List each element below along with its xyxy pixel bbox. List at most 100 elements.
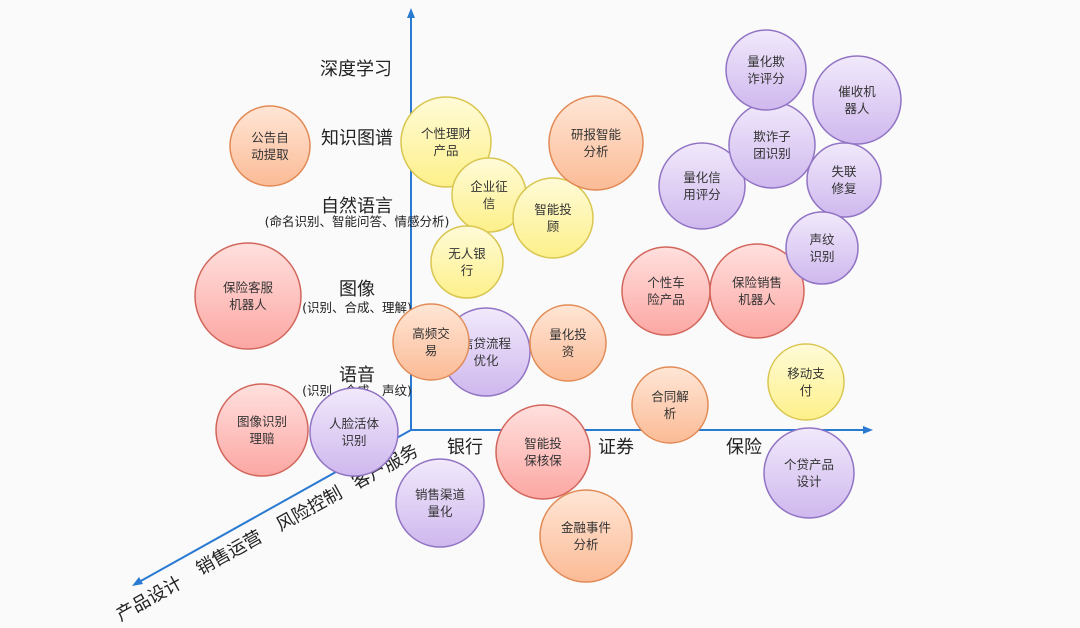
- bubble-label: 催收机: [838, 84, 876, 99]
- horizontal-axis-label: 保险: [726, 437, 762, 458]
- bubble-circle: [194, 242, 302, 350]
- diagonal-axis-arrow-icon: [132, 577, 143, 586]
- bubble-circle: [229, 105, 311, 187]
- bubble-label: 销售渠道: [415, 487, 466, 502]
- bubble-label: 信: [483, 196, 496, 211]
- bubble-circle: [395, 458, 485, 548]
- bubble-circle: [621, 246, 711, 336]
- bubble-label: 机器人: [738, 292, 776, 307]
- vertical-axis-arrow-icon: [407, 8, 415, 18]
- bubble-label: 个贷产品: [784, 457, 834, 472]
- bubble-label: 团识别: [753, 146, 791, 161]
- bubble-circle: [529, 304, 607, 382]
- bubble-circle: [658, 142, 746, 230]
- bubble-circle: [806, 142, 882, 218]
- bubble-label: 器人: [844, 101, 870, 116]
- bubble-label: 声纹: [809, 232, 835, 247]
- diagonal-axis-label: 风险控制: [273, 483, 346, 536]
- bubble-label: 研报智能: [571, 127, 622, 142]
- bubble-circle: [767, 343, 845, 421]
- horizontal-axis-label: 证券: [598, 437, 634, 458]
- bubble-label: 失联: [831, 164, 857, 179]
- bubble-label: 合同解: [651, 389, 689, 404]
- bubble-label: 险产品: [647, 292, 685, 307]
- bubble-circle: [548, 95, 644, 191]
- vertical-axis-label: 图像: [339, 279, 375, 300]
- bubble-label: 产品: [433, 143, 458, 158]
- bubble-circle: [539, 489, 633, 583]
- bubble-label: 识别: [809, 249, 834, 264]
- horizontal-axis-label: 银行: [447, 437, 483, 458]
- bubble-circle: [812, 55, 902, 145]
- bubble-label: 分析: [583, 144, 608, 159]
- bubble-label: 欺诈子: [753, 129, 791, 144]
- bubble-label: 分析: [573, 537, 598, 552]
- bubble-circle: [495, 404, 591, 500]
- bubble-label: 高频交: [412, 326, 450, 341]
- bubble-circle: [309, 387, 399, 477]
- vertical-axis-sublabel: (识别、合成、理解): [302, 300, 412, 315]
- bubble-label: 修复: [831, 181, 857, 196]
- bubble-label: 人脸活体: [329, 416, 380, 431]
- bubble-label: 量化: [427, 504, 453, 519]
- bubble-label: 易: [425, 343, 438, 358]
- vertical-axis-label: 深度学习: [320, 59, 392, 80]
- bubble-label: 理赔: [249, 431, 274, 446]
- bubble-label: 动提取: [251, 147, 289, 162]
- vertical-axis-label: 自然语言: [321, 196, 393, 217]
- bubble-circle: [728, 101, 816, 189]
- bubble-label: 资: [562, 344, 575, 359]
- bubble-label: 设计: [796, 474, 821, 489]
- bubble-circle: [512, 177, 594, 259]
- bubble-label: 智能投: [524, 436, 562, 451]
- vertical-axis-label: 知识图谱: [321, 128, 393, 149]
- bubble-label: 信贷流程: [461, 336, 512, 351]
- bubble-label: 用评分: [683, 187, 721, 202]
- bubble-label: 行: [461, 263, 474, 278]
- bubble-label: 量化欺: [747, 54, 785, 69]
- bubble-label: 图像识别: [237, 414, 287, 429]
- bubble-label: 移动支: [787, 366, 825, 381]
- bubble-label: 个性车: [647, 275, 685, 290]
- bubble-label: 顾: [547, 219, 560, 234]
- vertical-axis-label: 语音: [339, 365, 375, 386]
- horizontal-axis-arrow-icon: [863, 426, 873, 434]
- bubble-label: 机器人: [229, 297, 267, 312]
- bubble-label: 量化投: [549, 327, 587, 342]
- bubble-label: 公告自: [251, 130, 289, 145]
- bubble-label: 保险销售: [732, 275, 782, 290]
- bubble-label: 优化: [473, 353, 499, 368]
- bubble-label: 量化信: [683, 170, 721, 185]
- bubble-label: 付: [800, 383, 813, 398]
- bubble-circle: [709, 243, 805, 339]
- bubble-label: 智能投: [534, 202, 572, 217]
- bubble-circle: [215, 383, 309, 477]
- bubble-label: 析: [664, 406, 677, 421]
- bubble-circle: [430, 225, 504, 299]
- bubble-circle: [763, 427, 855, 519]
- bubble-label: 诈评分: [747, 71, 785, 86]
- diagonal-axis-label: 销售运营: [193, 527, 266, 580]
- vertical-axis-sublabel: (命名识别、智能问答、情感分析): [265, 214, 450, 229]
- bubble-circle: [785, 211, 859, 285]
